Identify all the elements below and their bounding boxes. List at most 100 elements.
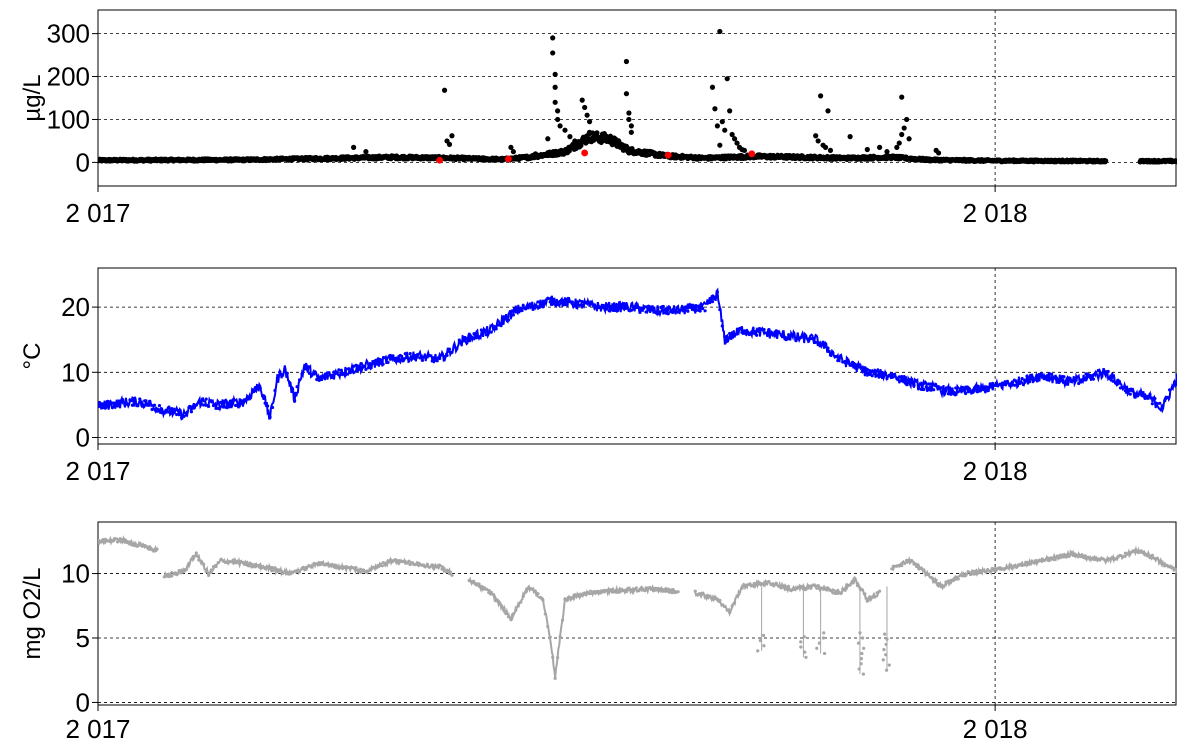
series-marker — [884, 653, 888, 657]
series-marker — [541, 598, 545, 602]
series-marker — [1023, 378, 1027, 382]
series-marker — [428, 354, 432, 358]
series-marker — [1113, 381, 1118, 385]
series-marker — [752, 330, 756, 334]
series-marker — [123, 540, 127, 544]
series-marker — [381, 561, 385, 565]
series-marker — [108, 400, 112, 404]
series-marker — [229, 560, 233, 564]
series-marker — [708, 594, 712, 598]
series-marker — [762, 583, 766, 587]
series-marker — [285, 570, 289, 574]
series-marker — [120, 538, 125, 542]
series-marker — [857, 667, 861, 671]
series-marker — [435, 565, 439, 569]
series-marker — [199, 560, 203, 564]
data-point — [532, 151, 539, 157]
series-marker — [732, 333, 737, 337]
series-marker — [907, 558, 911, 562]
series-marker — [214, 564, 218, 569]
series-marker — [411, 561, 415, 565]
data-point — [508, 144, 514, 150]
series-marker — [143, 543, 147, 548]
series-marker — [1111, 379, 1115, 383]
series-marker — [246, 397, 250, 401]
series-marker — [349, 370, 353, 374]
series-marker — [600, 305, 604, 310]
series-marker — [413, 357, 417, 361]
series-marker — [897, 563, 901, 567]
series-marker — [817, 641, 821, 645]
series-marker — [167, 575, 171, 579]
series-marker — [799, 335, 803, 340]
series-marker — [1050, 372, 1054, 376]
series-marker — [799, 584, 803, 588]
series-marker — [209, 570, 213, 574]
series-marker — [1155, 402, 1159, 406]
series-marker — [125, 402, 130, 406]
series-marker — [578, 594, 582, 599]
series-marker — [430, 563, 434, 567]
series-marker — [760, 581, 764, 586]
series-marker — [521, 594, 525, 599]
data-point — [550, 50, 556, 56]
y-tick-label: 0 — [76, 687, 90, 717]
series-marker — [747, 332, 751, 337]
series-marker — [986, 567, 990, 572]
data-point — [586, 119, 593, 125]
data-point — [724, 76, 730, 82]
series-marker — [988, 569, 992, 574]
series-marker — [447, 572, 452, 576]
series-marker — [806, 584, 810, 588]
data-point — [731, 136, 738, 142]
series-marker — [627, 308, 631, 312]
series-marker — [610, 588, 614, 592]
series-marker — [270, 405, 275, 410]
series-marker — [1170, 386, 1174, 390]
series-marker — [1030, 377, 1034, 381]
data-point — [552, 71, 558, 77]
series-marker — [978, 569, 982, 573]
series-marker — [251, 565, 255, 569]
data-point — [623, 58, 630, 65]
series-marker — [1010, 380, 1014, 384]
x-tick-label: 2 017 — [65, 198, 130, 228]
series-marker — [777, 584, 781, 588]
series-marker — [968, 390, 973, 394]
data-point — [847, 134, 853, 140]
series-marker — [698, 309, 702, 313]
series-marker — [243, 398, 248, 402]
series-marker — [954, 575, 958, 579]
series-marker — [691, 304, 695, 308]
series-marker — [732, 601, 737, 605]
series-marker — [438, 356, 442, 361]
data-point — [717, 142, 723, 148]
data-point — [876, 144, 883, 150]
series-marker — [884, 642, 888, 647]
series-marker — [1074, 378, 1078, 382]
series-marker — [705, 594, 710, 598]
series-marker — [1168, 565, 1172, 569]
series-marker — [526, 305, 530, 309]
series-marker — [1040, 559, 1044, 563]
series-marker — [435, 359, 439, 363]
series-marker — [745, 583, 749, 587]
data-point — [719, 119, 725, 125]
series-marker — [612, 590, 616, 594]
series-marker — [821, 587, 825, 591]
series-marker — [757, 580, 761, 585]
series-marker — [725, 339, 729, 343]
data-point — [441, 87, 448, 93]
series-marker — [344, 565, 348, 569]
series-marker — [831, 591, 835, 595]
series-marker — [123, 403, 127, 407]
series-marker — [160, 411, 164, 415]
series-marker — [838, 591, 842, 595]
data-point — [899, 131, 905, 138]
series-marker — [799, 640, 803, 644]
series-marker — [860, 369, 864, 374]
series-marker — [632, 588, 636, 592]
series-marker — [789, 333, 793, 337]
series-marker — [986, 385, 990, 390]
series-marker — [833, 355, 837, 359]
